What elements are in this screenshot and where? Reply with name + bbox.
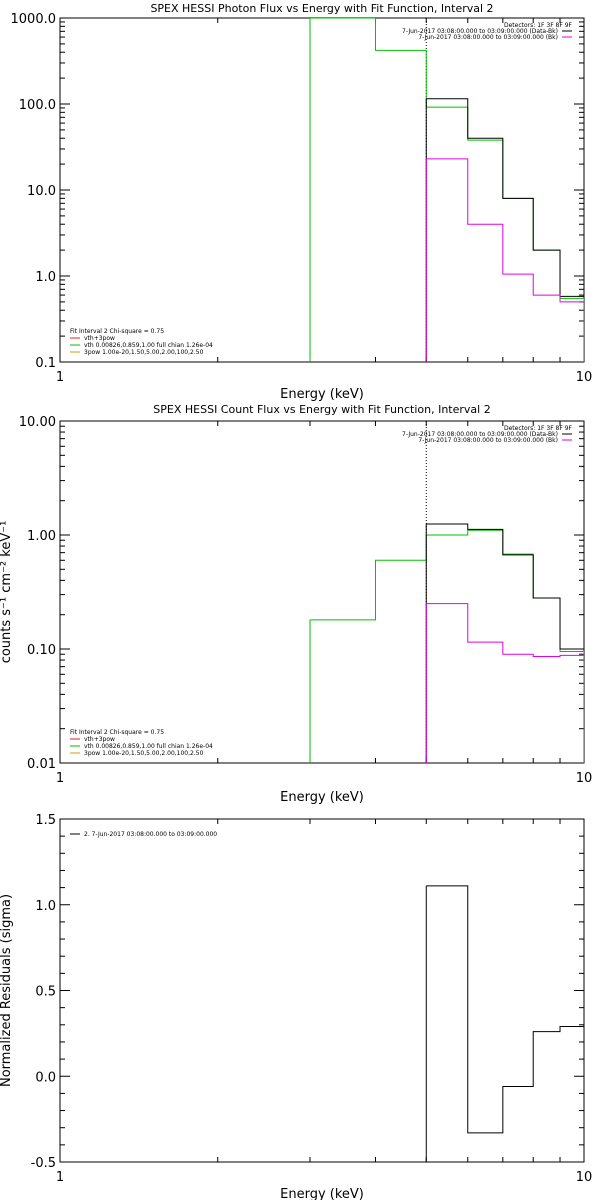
plot-frame [59,17,585,363]
plot-frame [59,818,585,1163]
y-tick-label: 0.1 [35,356,56,371]
series-line-2 [426,523,584,650]
x-tick-label: 1 [56,370,64,385]
y-tick-label: 0.01 [27,757,56,772]
series-group [309,523,584,763]
chart-title: SPEX HESSI Photon Flux vs Energy with Fi… [150,2,493,15]
legend-top-text: Detectors: 1F 3F 8F 9F [504,425,573,432]
panel-3: 1 10 -0.5 0.0 0.5 1.0 1.5 Energy (keV) Normalize… [0,813,592,1200]
y-tick-label: 10.00 [19,415,56,430]
series-line-1 [426,885,584,1134]
legend-bottom-text: vth+3pow [84,335,115,342]
x-axis-label: Energy (keV) [280,387,364,402]
panel-1: SPEX HESSI Photon Flux vs Energy with Fi… [11,2,593,402]
panel-2: SPEX HESSI Count Flux vs Energy with Fit… [0,403,592,805]
series-line-1 [310,529,584,653]
y-tick-label: 0.0 [35,1070,56,1085]
x-tick-label: 1 [56,771,64,786]
series-group [425,885,584,1162]
legend-bottom-text: Fit Interval 2 Chi-square = 0.75 [70,729,164,736]
y-tick-label: 1.0 [35,270,56,285]
chart-title: SPEX HESSI Count Flux vs Energy with Fit… [153,403,490,416]
x-tick-label: 10 [576,370,593,385]
series-group [309,18,584,362]
y-tick-label: 0.10 [27,643,56,658]
y-axis-label: counts s⁻¹ cm⁻² keV⁻¹ [0,521,14,664]
legend-top-text: 7-Jun-2017 03:08:00.000 to 03:09:00.000 … [402,28,558,35]
y-tick-label: 1.00 [27,529,56,544]
y-tick-label: 100.0 [19,98,56,113]
y-tick-label: 1.0 [35,899,56,914]
x-tick-label: 10 [576,1170,593,1185]
x-axis-label: Energy (keV) [280,790,364,805]
legend-top-text: 7-Jun-2017 03:08:00.000 to 03:09:00.000 … [402,431,558,438]
x-tick-label: 10 [576,771,593,786]
legend-bottom-text: vth 0.00826,0.859,1.00 full chian 1.26e-… [84,342,213,349]
series-line-3 [426,158,584,303]
legend-bottom-text: Fit Interval 2 Chi-square = 0.75 [70,328,164,335]
y-tick-label: 10.0 [27,184,56,199]
legend-top-text: 2. 7-Jun-2017 03:08:00.000 to 03:09:00.0… [84,831,217,838]
x-tick-label: 1 [56,1170,64,1185]
y-axis-label: Normalized Residuals (sigma) [0,894,14,1087]
legend-top-text: 7-Jun-2017 03:08:00.000 to 03:09:00.000 … [418,437,558,444]
legend-top-text: Detectors: 1F 3F 8F 9F [504,22,573,29]
legend-bottom-text: 3pow 1.00e-20,1.50,5.00,2.00,100,2.50 [84,349,204,356]
y-tick-label: 1000.0 [11,12,57,27]
series-line-3 [426,603,584,657]
y-tick-label: 1.5 [35,813,56,828]
y-tick-label: -0.5 [31,1156,56,1171]
y-tick-label: 0.5 [35,985,56,1000]
legend-bottom-text: 3pow 1.00e-20,1.50,5.00,2.00,100,2.50 [84,750,204,757]
legend-bottom-text: vth 0.00826,0.859,1.00 full chian 1.26e-… [84,743,213,750]
plot-frame [59,420,585,764]
series-line-2 [426,98,584,297]
x-axis-label: Energy (keV) [280,1187,364,1200]
legend-top-text: 7-Jun-2017 03:08:00.000 to 03:09:00.000 … [418,34,558,41]
series-line-1 [310,18,584,299]
legend-bottom-text: vth+3pow [84,736,115,743]
